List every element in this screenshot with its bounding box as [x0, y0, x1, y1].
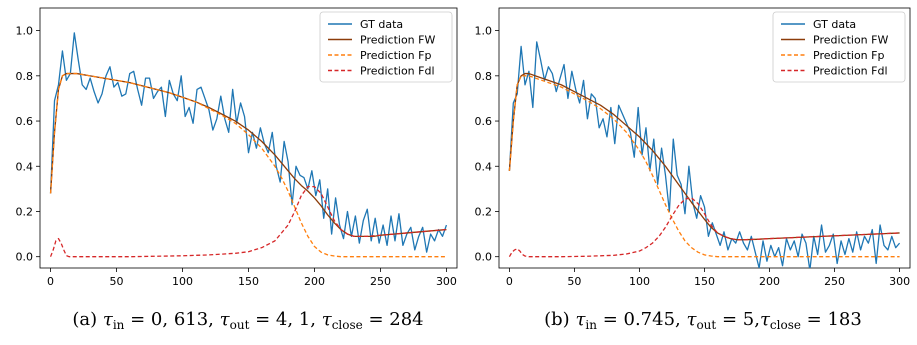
x-tick-label: 0 — [47, 275, 54, 288]
caption-value: = 284 — [363, 309, 424, 330]
y-tick-label: 0.0 — [475, 251, 493, 264]
legend-b: GT data Prediction FW Prediction Fp Predict… — [772, 11, 906, 83]
caption-a: (a) τin = 0, 613, τout = 4, 1, τclose = … — [72, 309, 423, 332]
caption-subscript: in — [585, 318, 597, 332]
x-tick-label: 300 — [889, 275, 910, 288]
plot-area-a — [49, 32, 448, 258]
y-tick-label: 0.8 — [475, 70, 493, 83]
plot-area-b — [508, 41, 901, 268]
legend-label: Prediction Fdl — [813, 65, 888, 78]
axis-ticks-a: 0 50 100 150 200 250 300 0.0 0.2 0.4 0.6 0.8 1.0 — [16, 25, 457, 288]
legend-label: Prediction FW — [360, 34, 435, 47]
y-tick-label: 1.0 — [16, 25, 34, 38]
y-tick-label: 1.0 — [475, 25, 493, 38]
series-line-prediction-fdl — [508, 197, 900, 258]
x-tick-label: 300 — [436, 275, 457, 288]
caption-symbol: τ — [220, 309, 231, 330]
legend-label: Prediction Fp — [813, 49, 884, 62]
caption-symbol: τ — [575, 309, 586, 330]
series-line-prediction-fp — [49, 72, 447, 258]
y-tick-label: 0.4 — [475, 160, 493, 173]
caption-symbol: τ — [686, 309, 697, 330]
legend-box — [772, 11, 906, 83]
x-tick-label: 50 — [110, 275, 124, 288]
legend-box — [319, 11, 453, 83]
y-tick-label: 0.2 — [16, 205, 34, 218]
caption-value: = 4, 1, — [249, 309, 321, 330]
y-tick-label: 0.6 — [475, 115, 493, 128]
legend-label: GT data — [813, 18, 856, 31]
caption-b: (b) τin = 0.745, τout = 5,τclose = 183 — [544, 309, 862, 332]
x-tick-label: 200 — [759, 275, 780, 288]
caption-value: = 183 — [801, 309, 862, 330]
x-tick-label: 50 — [567, 275, 581, 288]
caption-subscript: close — [332, 318, 363, 332]
x-tick-label: 200 — [304, 275, 325, 288]
x-tick-label: 250 — [370, 275, 391, 288]
y-tick-label: 0.8 — [16, 70, 34, 83]
legend-label: Prediction FW — [813, 34, 888, 47]
y-tick-label: 0.4 — [16, 160, 34, 173]
y-tick-label: 0.2 — [475, 205, 493, 218]
caption-symbol: τ — [760, 309, 771, 330]
caption-subscript: close — [770, 318, 801, 332]
caption-label: (a) — [72, 309, 103, 330]
series-line-gt-data — [508, 41, 901, 268]
series-line-prediction-fw — [49, 72, 447, 237]
x-tick-label: 150 — [238, 275, 259, 288]
series-line-prediction-fdl — [49, 185, 447, 258]
caption-symbol: τ — [103, 309, 114, 330]
x-tick-label: 150 — [694, 275, 715, 288]
y-tick-label: 0.6 — [16, 115, 34, 128]
caption-subscript: out — [230, 318, 250, 332]
series-line-gt-data — [49, 32, 448, 253]
x-tick-label: 250 — [824, 275, 845, 288]
caption-value: = 0.745, — [597, 309, 687, 330]
x-tick-label: 100 — [172, 275, 193, 288]
caption-label: (b) — [544, 309, 575, 330]
chart-panel-b: 0 50 100 150 200 250 300 0.0 0.2 0.4 0.6 0.8 1.0 GT … — [475, 7, 911, 332]
legend-label: GT data — [360, 18, 403, 31]
legend-label: Prediction Fp — [360, 49, 431, 62]
x-tick-label: 100 — [629, 275, 650, 288]
caption-subscript: out — [696, 318, 716, 332]
legend-label: Prediction Fdl — [360, 65, 435, 78]
legend-a: GT data Prediction FW Prediction Fp Predict… — [319, 11, 453, 83]
axis-ticks-b: 0 50 100 150 200 250 300 0.0 0.2 0.4 0.6 0.8 1.0 — [475, 25, 911, 288]
y-tick-label: 0.0 — [16, 251, 34, 264]
caption-value: = 5, — [716, 309, 760, 330]
caption-value: = 0, 613, — [124, 309, 219, 330]
caption-symbol: τ — [322, 309, 333, 330]
x-tick-label: 0 — [506, 275, 513, 288]
caption-subscript: in — [113, 318, 125, 332]
chart-panel-a: 0 50 100 150 200 250 300 0.0 0.2 0.4 0.6 0.8 1.0 GT … — [16, 7, 458, 332]
series-line-prediction-fp — [508, 75, 900, 258]
